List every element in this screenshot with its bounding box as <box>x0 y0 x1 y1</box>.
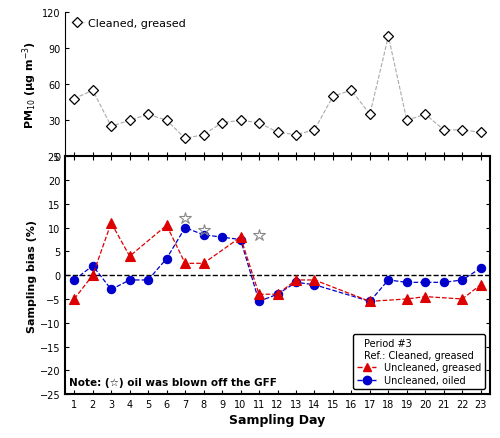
Legend: Uncleaned, greased, Uncleaned, oiled: Uncleaned, greased, Uncleaned, oiled <box>353 334 485 389</box>
Text: Note: (☆) oil was blown off the GFF: Note: (☆) oil was blown off the GFF <box>69 377 277 387</box>
Y-axis label: PM$_{10}$ (µg m$^{-3}$): PM$_{10}$ (µg m$^{-3}$) <box>20 41 39 129</box>
Y-axis label: Sampling bias (%): Sampling bias (%) <box>26 219 36 332</box>
X-axis label: Sampling Day: Sampling Day <box>230 413 326 426</box>
Legend: Cleaned, greased: Cleaned, greased <box>70 19 186 28</box>
